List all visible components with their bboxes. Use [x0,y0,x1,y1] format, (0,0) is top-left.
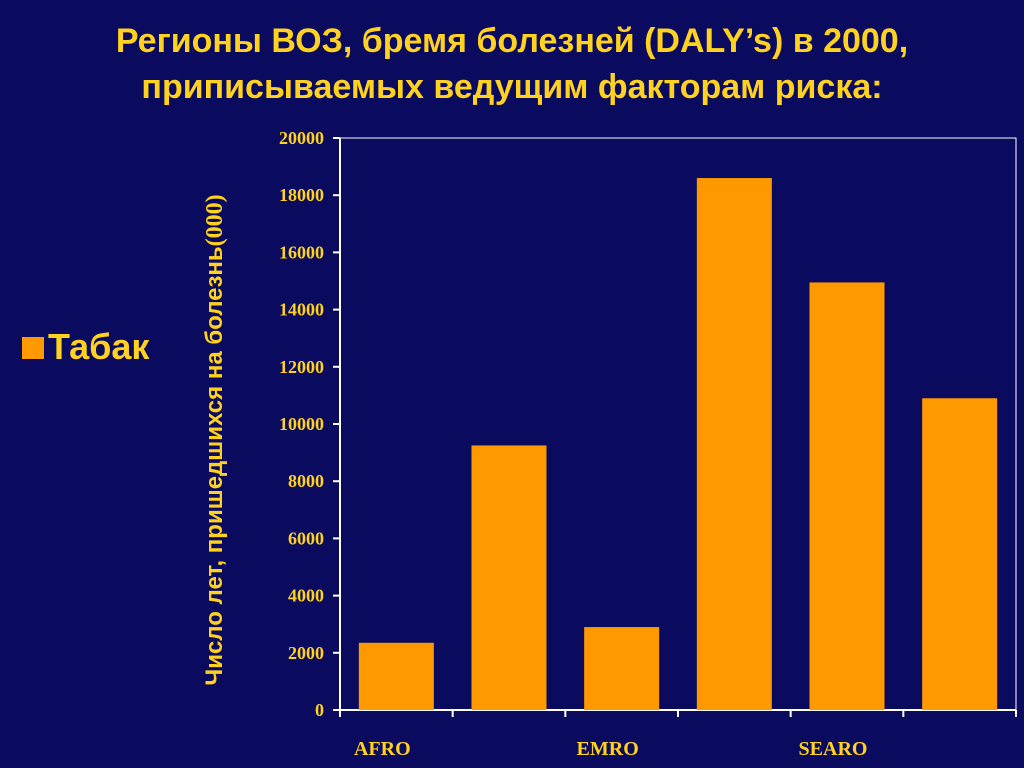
y-tick-label: 12000 [279,357,324,377]
title-line-1: Регионы ВОЗ, бремя болезней (DALY’s) в 2… [115,22,909,60]
bars [358,178,998,711]
y-tick-label: 8000 [288,471,324,491]
slide-title: Регионы ВОЗ, бремя болезней (DALY’s) в 2… [0,18,1024,110]
x-tick-label: SEARO [799,738,868,760]
x-axis-ticks: AFRO EMRO SEARO [339,710,1017,760]
y-tick-label: 6000 [288,528,324,548]
bar-afro [358,642,434,710]
bar-wpro [922,398,998,710]
y-tick-label: 2000 [288,643,324,663]
legend-label: Табак [48,326,150,367]
y-tick-label: 16000 [279,242,324,262]
y-axis-ticks: 0 2000 4000 6000 8000 10000 12000 14000 16000 180… [279,128,340,720]
y-tick-label: 20000 [279,128,324,148]
bar-emro [584,627,660,710]
plot-frame [339,137,1017,711]
y-tick-label: 4000 [288,586,324,606]
y-axis-label-suffix: (000) [202,194,228,246]
x-tick-label: EMRO [577,738,639,760]
bar-amro [471,445,547,710]
y-axis-label-text: Число лет, пришедшихся на болезнь [201,246,228,685]
bar-euro [696,178,772,711]
legend: Табак [22,326,149,368]
y-tick-label: 18000 [279,185,324,205]
y-tick-label: 10000 [279,414,324,434]
x-tick-label: AFRO [354,738,411,760]
y-tick-label: 14000 [279,300,324,320]
y-tick-label: 0 [315,700,324,720]
y-axis-label: Число лет, пришедшихся на болезнь(000) [201,194,228,685]
bar-searo [809,282,885,710]
plot-border [339,137,1017,711]
title-line-2: приписываемых ведущим факторам риска: [141,68,883,106]
legend-swatch [22,337,44,359]
